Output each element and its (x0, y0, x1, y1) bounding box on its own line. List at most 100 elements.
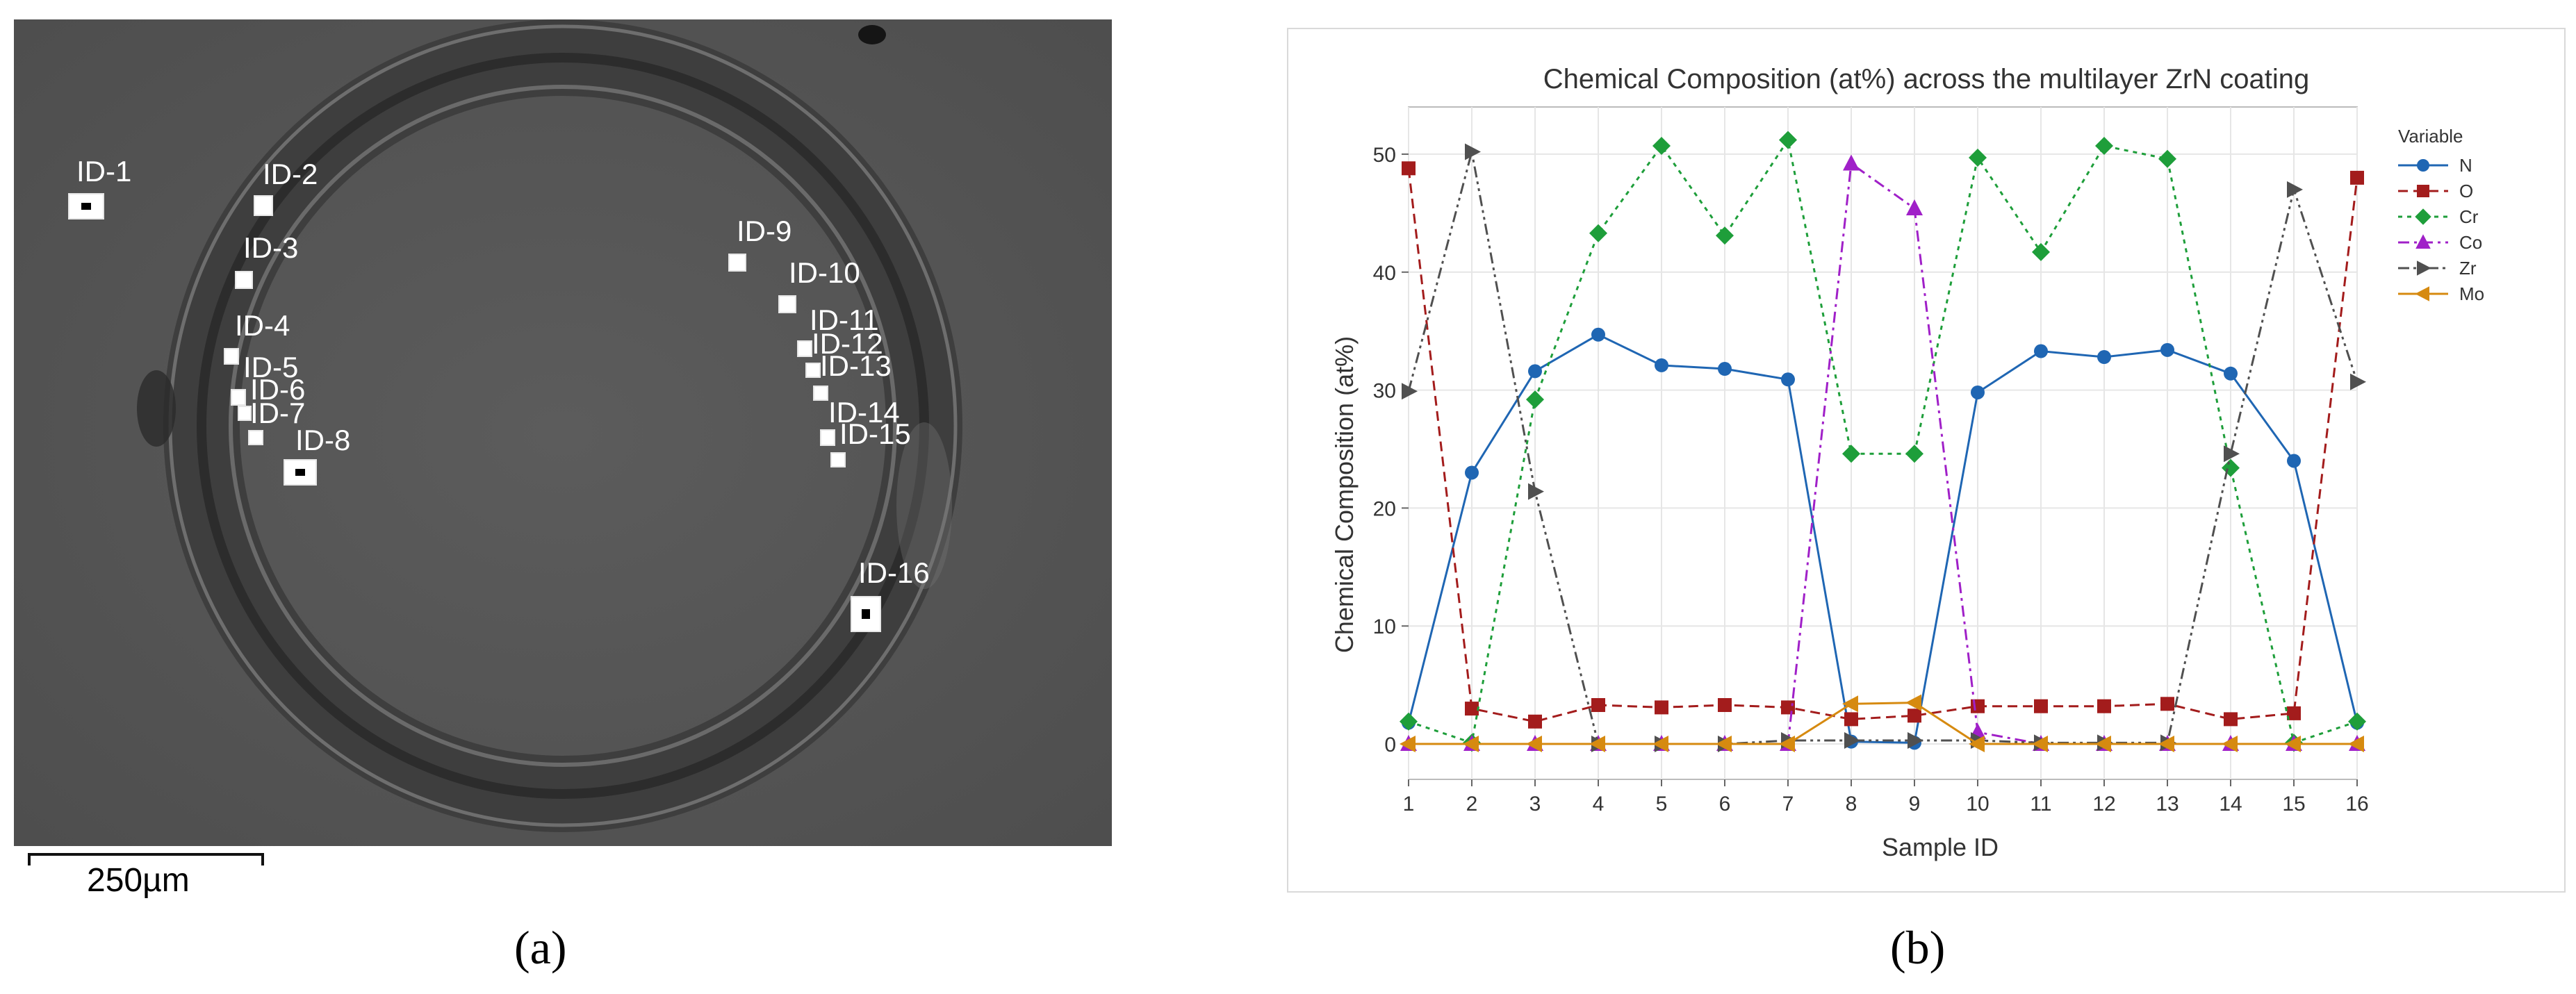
sample-marker-id-1 (68, 193, 104, 219)
data-point-o (1655, 700, 1668, 715)
sample-marker-id-6 (238, 406, 252, 421)
data-point-cr (1589, 224, 1607, 242)
data-point-mo (1589, 736, 1605, 753)
data-point-cr (1716, 226, 1734, 245)
data-point-zr (2224, 445, 2240, 463)
data-point-cr (2158, 149, 2176, 168)
sample-marker-id-5 (231, 389, 246, 406)
data-point-zr (1528, 483, 1544, 500)
series-line-n (1407, 333, 2358, 744)
data-point-n (1465, 465, 1479, 480)
data-point-mo (1716, 736, 1732, 753)
sample-label-id-7: ID-7 (250, 397, 306, 429)
data-point-o (2350, 170, 2364, 185)
scale-bar (28, 853, 264, 865)
sample-marker-id-13 (813, 386, 828, 401)
y-tick-label: 0 (1384, 734, 1396, 756)
y-tick-label: 20 (1373, 497, 1396, 520)
chart-panel: Chemical Composition (at%) across the mu… (1287, 28, 2566, 893)
data-point-mo (1463, 736, 1479, 753)
data-point-n (1591, 327, 1605, 342)
data-point-cr (2095, 137, 2113, 156)
x-tick-label: 6 (1719, 793, 1731, 815)
data-point-n (2097, 350, 2111, 365)
data-point-n (1528, 364, 1542, 379)
data-point-cr (1526, 390, 1544, 409)
data-point-mo (1969, 736, 1985, 753)
caption-b: (b) (1890, 921, 1946, 974)
data-point-zr (1908, 731, 1923, 749)
sample-marker-id-3 (235, 271, 253, 289)
data-point-cr (2032, 242, 2050, 261)
data-point-cr (1842, 445, 1860, 463)
sample-label-id-4: ID-4 (235, 309, 290, 342)
data-point-cr (2348, 712, 2366, 731)
sample-marker-id-14 (820, 429, 835, 446)
data-point-mo (2222, 736, 2238, 753)
legend-marker-cr (2415, 208, 2431, 225)
data-point-mo (2348, 736, 2364, 753)
chart-title: Chemical Composition (at%) across the mu… (1543, 64, 2310, 94)
legend-label-mo: Mo (2459, 283, 2484, 304)
data-point-mo (2095, 736, 2111, 753)
sample-label-id-16: ID-16 (858, 556, 930, 589)
data-point-o (1402, 161, 1416, 176)
data-point-o (2097, 699, 2111, 713)
data-point-mo (2285, 736, 2301, 753)
sample-label-id-12: ID-12 (812, 327, 883, 360)
sample-label-id-3: ID-3 (243, 231, 299, 264)
micrograph-panel: ID-1 ID-2 ID-3 ID-4 ID-5 ID-6 ID-7 ID-8 … (14, 19, 1112, 846)
series-line-zr (1407, 151, 2358, 745)
sample-label-id-10: ID-10 (789, 256, 860, 289)
legend-marker-zr (2417, 260, 2431, 276)
sample-marker-id-4 (224, 348, 239, 365)
y-axis-label: Chemical Composition (at%) (1330, 336, 1359, 653)
data-point-zr (2287, 181, 2303, 198)
composition-line-chart: Chemical Composition (at%) across the mu… (1330, 64, 2484, 861)
legend-marker-co (2415, 234, 2431, 249)
data-point-o (2034, 699, 2048, 713)
sample-label-id-15: ID-15 (839, 417, 911, 450)
data-point-o (1591, 698, 1605, 713)
series-line-cr (1408, 137, 2358, 745)
data-point-zr (2350, 373, 2366, 390)
sample-marker-id-12 (805, 363, 821, 378)
x-axis-label: Sample ID (1882, 833, 1999, 861)
data-point-zr (1402, 383, 1418, 400)
x-tick-label: 15 (2282, 793, 2305, 815)
data-point-o (1908, 709, 1921, 723)
legend-label-co: Co (2459, 232, 2482, 253)
legend-label-zr: Zr (2459, 258, 2477, 279)
x-tick-label: 14 (2219, 793, 2242, 815)
sample-marker-id-16 (851, 596, 881, 632)
legend-marker-mo (2415, 286, 2429, 301)
legend-label-n: N (2459, 155, 2472, 176)
data-point-cr (1652, 137, 1671, 156)
data-point-mo (1779, 736, 1795, 753)
sample-marker-id-15 (830, 452, 846, 467)
legend-marker-n (2417, 159, 2429, 172)
data-point-cr (1905, 445, 1923, 463)
data-point-o (2224, 712, 2238, 727)
x-tick-label: 7 (1782, 793, 1794, 815)
legend-marker-o (2417, 185, 2429, 197)
sample-label-id-2: ID-2 (263, 158, 318, 190)
data-point-n (1781, 372, 1795, 387)
sample-label-id-13: ID-13 (820, 349, 892, 382)
sample-marker-id-9 (728, 254, 746, 272)
x-tick-label: 8 (1846, 793, 1857, 815)
data-point-n (1971, 385, 1985, 399)
data-point-o (1844, 712, 1858, 727)
sample-marker-id-7 (248, 430, 263, 445)
data-point-co (1906, 199, 1923, 216)
x-tick-label: 16 (2345, 793, 2368, 815)
x-tick-label: 11 (2030, 793, 2051, 815)
legend-label-o: O (2459, 181, 2473, 201)
sample-label-id-8: ID-8 (295, 424, 351, 456)
data-point-n (2287, 454, 2301, 468)
data-point-o (1971, 699, 1985, 713)
x-tick-label: 2 (1466, 793, 1478, 815)
series-line-mo (1409, 702, 2357, 745)
sample-marker-id-8 (284, 459, 317, 486)
y-tick-label: 10 (1373, 615, 1396, 638)
